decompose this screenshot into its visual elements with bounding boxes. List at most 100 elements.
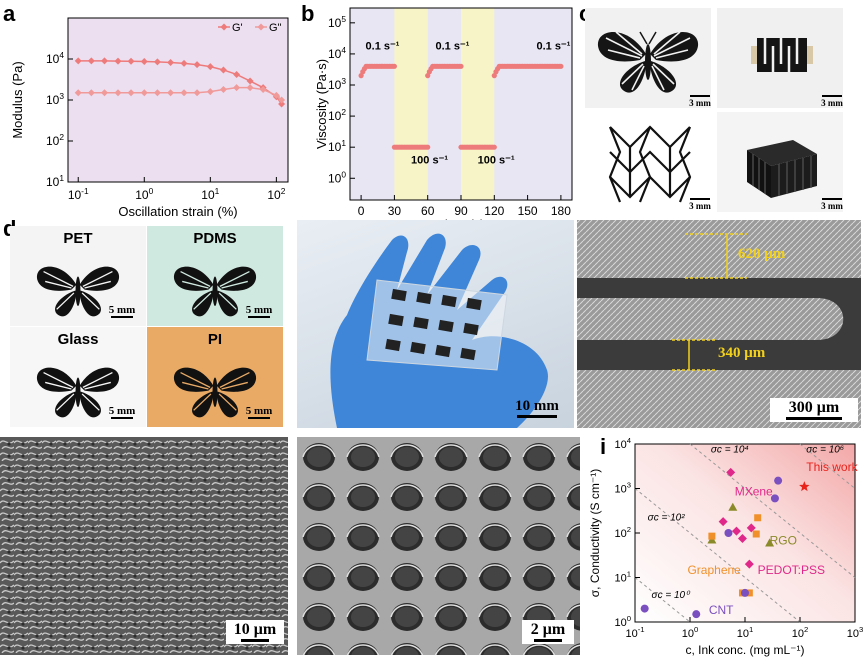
iso-label-i-3: σc = 10⁶ [806,444,844,455]
point-a-1-6 [153,89,161,97]
point-a-0-4 [127,57,135,65]
photo-c-butterfly [585,8,711,108]
point-a-0-7 [167,59,175,67]
point-a-0-0 [74,57,82,65]
legend-marker-a-0 [220,23,228,31]
y-tick-label-b-5: 105 [328,14,346,30]
point-a-0-10 [206,63,214,71]
series-label-i-5: This work [806,460,858,474]
scale-c3: 3 mm [685,198,715,211]
y-tick-label-b-1: 101 [328,138,346,154]
y-axis-label-a: Modulus (Pa) [10,61,25,138]
butterfly-print-icon [173,266,257,317]
y-tick-label-i-0: 100 [614,614,631,629]
x-tick-label-b-4: 120 [484,204,504,218]
point-a-0-12 [233,70,241,78]
point-a-1-10 [206,88,214,96]
point-a-1-2 [101,89,109,97]
photo-f-sem-lines [577,220,861,428]
point-i-4-3 [770,494,779,503]
scale-d-0: 5 mm [108,304,136,318]
point-a-0-9 [193,61,201,69]
point-a-1-9 [193,89,201,97]
scale-g: 10 μm [226,620,284,644]
point-b-4-40 [558,63,564,69]
point-i-2-1 [754,514,762,522]
point-b-2-0 [425,73,431,79]
cellular-pores-icon [297,437,580,655]
substrate-cell-0 [10,226,146,326]
x-axis-label-a: Oscillation strain (%) [118,204,237,219]
substrate-label-0: PET [63,230,93,247]
point-a-0-13 [246,77,254,85]
scale-d-3: 5 mm [245,405,273,419]
woodpile-lattice-icon [747,140,817,198]
point-b-1-20 [425,144,431,150]
x-tick-label-b-2: 60 [421,204,435,218]
photo-c-3d-lattice [717,112,843,212]
butterfly-print-icon [36,266,120,317]
y-tick-label-a-1: 102 [46,132,64,148]
x-tick-label-i-2: 101 [737,625,754,640]
point-b-2-20 [458,63,464,69]
point-b-4-0 [491,73,497,79]
legend-label-a-1: G" [269,22,282,34]
scale-h: 2 μm [522,620,574,644]
iso-label-i-1: σc = 10² [648,513,686,524]
legend-label-a-0: G' [232,22,243,34]
point-a-1-14 [259,86,267,94]
point-a-1-7 [167,89,175,97]
shade-b-0 [394,8,428,200]
substrate-label-1: PDMS [193,230,237,247]
chart-b-viscosity: 0306090120150180100101102103104105Time (… [314,7,573,225]
shade-b-1 [461,8,495,200]
printed-filaments-icon [577,220,861,428]
substrate-label-3: PI [207,331,223,348]
porous-network-icon [0,437,288,655]
point-i-1-2 [765,538,775,547]
x-tick-label-i-4: 103 [847,625,864,640]
f-dim-620: 620 μm [738,246,786,262]
point-a-0-16 [278,100,286,108]
point-a-1-5 [140,89,148,97]
y-tick-label-i-4: 104 [614,436,631,451]
x-axis-label-i: c, Ink conc. (mg mL⁻¹) [685,643,804,657]
point-a-0-6 [153,58,161,66]
series-label-i-4: CNT [709,603,734,617]
y-tick-label-i-2: 102 [614,525,631,540]
panel-label-a: a [3,1,16,26]
x-tick-label-i-1: 100 [682,625,699,640]
lattice-pattern-icon [608,125,692,203]
photo-h-sem-pores [297,437,580,655]
point-i-4-0 [640,604,649,613]
y-tick-label-b-4: 104 [328,45,346,61]
point-a-1-11 [219,86,227,94]
point-a-0-3 [114,57,122,65]
substrate-label-2: Glass [57,331,99,348]
scale-f: 300 μm [770,398,858,422]
annotation-b-2: 0.1 s⁻¹ [536,40,570,52]
series-label-i-3: PEDOT:PSS [758,563,825,577]
point-a-1-1 [87,89,95,97]
point-b-0-0 [358,73,364,79]
point-a-0-2 [101,57,109,65]
chart-a-modulus: 10-1 100 101 102 101 102 103 104 Oscillation str… [10,17,289,219]
photo-c-serpentine [717,8,843,108]
panel-label-b: b [301,1,315,26]
point-i-5-0 [799,481,810,492]
y-tick-label-b-0: 100 [328,169,346,185]
substrate-cell-1 [147,226,283,326]
point-a-0-8 [180,59,188,67]
point-i-2-2 [752,530,760,538]
photo-g-sem-porous [0,437,288,655]
point-a-1-4 [127,89,135,97]
point-a-1-15 [272,91,280,99]
x-tick-label-b-3: 90 [454,204,468,218]
gloved-hand-icon [330,233,548,428]
y-tick-label-i-1: 101 [614,570,631,585]
point-a-1-8 [180,89,188,97]
annotation-b-0: 0.1 s⁻¹ [366,40,400,52]
scale-c2: 3 mm [817,95,847,108]
